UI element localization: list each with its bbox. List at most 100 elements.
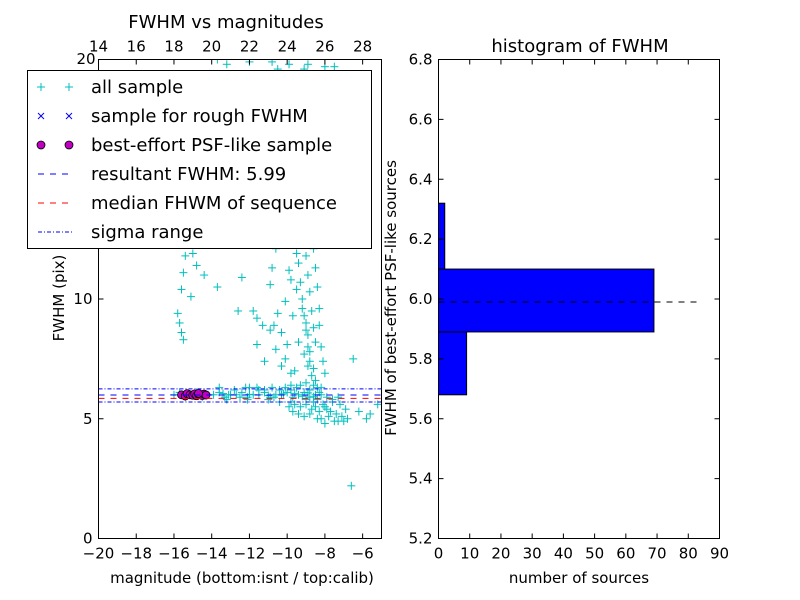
all-sample-point bbox=[266, 326, 275, 335]
legend-entry: all sample bbox=[37, 77, 183, 98]
all-sample-point bbox=[292, 285, 301, 294]
histogram-bar bbox=[438, 202, 446, 270]
scatter-x-label: magnitude (bottom:isnt / top:calib) bbox=[110, 569, 374, 587]
all-sample-point bbox=[237, 273, 246, 282]
all-sample-point bbox=[303, 330, 312, 339]
all-sample-point bbox=[213, 283, 222, 292]
top-tick-label: 24 bbox=[278, 38, 297, 56]
all-sample-point bbox=[300, 412, 309, 421]
all-sample-point bbox=[315, 407, 324, 416]
all-sample-point bbox=[332, 409, 341, 418]
all-sample-point bbox=[322, 393, 331, 402]
all-sample-point bbox=[298, 304, 307, 313]
histogram-y-ticks: 5.2 5.4 5.6 5.8 6.0 6.2 6.4 6.6 6.8 bbox=[409, 51, 720, 548]
x-tick-label: −18 bbox=[120, 545, 152, 563]
x-tick-label: −20 bbox=[83, 545, 115, 563]
all-sample-point bbox=[315, 321, 324, 330]
all-sample-point bbox=[294, 338, 303, 347]
all-sample-point bbox=[311, 402, 320, 411]
all-sample-point bbox=[330, 417, 339, 426]
all-sample-point bbox=[294, 259, 303, 268]
all-sample-point bbox=[269, 393, 278, 402]
all-sample-point bbox=[279, 389, 288, 398]
all-sample-point bbox=[315, 304, 324, 313]
histogram-x-label: number of sources bbox=[509, 569, 649, 587]
all-sample-point bbox=[319, 357, 328, 366]
all-sample-point bbox=[275, 386, 284, 395]
all-sample-point bbox=[230, 386, 239, 395]
all-sample-point bbox=[285, 402, 294, 411]
all-sample-point bbox=[303, 342, 312, 351]
all-sample-point bbox=[300, 311, 309, 320]
all-sample-point bbox=[288, 407, 297, 416]
hist-x-tick-label: 60 bbox=[616, 545, 635, 563]
all-sample-point bbox=[281, 383, 290, 392]
all-sample-point bbox=[300, 350, 309, 359]
all-sample-point bbox=[260, 357, 269, 366]
x-tick-label: −10 bbox=[271, 545, 303, 563]
all-sample-point bbox=[362, 414, 371, 423]
all-sample-point bbox=[311, 263, 320, 272]
hist-y-tick-label: 6.8 bbox=[409, 51, 433, 69]
all-sample-point bbox=[266, 280, 275, 289]
hist-y-tick-label: 6.4 bbox=[409, 170, 433, 188]
all-sample-point bbox=[268, 263, 277, 272]
histogram-title: histogram of FWHM bbox=[491, 36, 668, 57]
legend-entry: resultant FWHM: 5.99 bbox=[38, 164, 286, 185]
hist-x-tick-label: 20 bbox=[491, 545, 510, 563]
legend-label: sample for rough FWHM bbox=[91, 106, 308, 127]
all-sample-point bbox=[186, 292, 195, 301]
top-tick-label: 18 bbox=[164, 38, 183, 56]
legend-entries: all sample sample for rough FWHM best-effo… bbox=[36, 77, 337, 243]
all-sample-point bbox=[330, 62, 339, 71]
top-tick-label: 22 bbox=[240, 38, 259, 56]
scatter-top-ticks: 14 16 18 20 22 24 26 28 bbox=[89, 38, 372, 65]
legend-label: resultant FWHM: 5.99 bbox=[91, 164, 286, 185]
all-sample-point bbox=[320, 369, 329, 378]
all-sample-point bbox=[252, 314, 261, 323]
all-sample-point bbox=[339, 417, 348, 426]
all-sample-point bbox=[311, 376, 320, 385]
all-sample-point bbox=[305, 409, 314, 418]
legend-label: median FHWM of sequence bbox=[91, 193, 337, 214]
all-sample-point bbox=[271, 345, 280, 354]
hist-y-tick-label: 6.2 bbox=[409, 230, 433, 248]
all-sample-point bbox=[294, 409, 303, 418]
legend-label: best-effort PSF-like sample bbox=[91, 135, 332, 156]
all-sample-point bbox=[303, 271, 312, 280]
hist-x-tick-label: 30 bbox=[523, 545, 542, 563]
all-sample-point bbox=[309, 323, 318, 332]
histogram-y-label: FWHM of best-effort PSF-like sources bbox=[382, 160, 400, 436]
top-tick-label: 16 bbox=[127, 38, 146, 56]
all-sample-point bbox=[313, 283, 322, 292]
all-sample-point bbox=[341, 405, 350, 414]
all-sample-point bbox=[179, 268, 188, 277]
hist-x-tick-label: 50 bbox=[585, 545, 604, 563]
hist-x-tick-label: 70 bbox=[648, 545, 667, 563]
all-sample-point bbox=[302, 251, 311, 260]
all-sample-point bbox=[354, 407, 363, 416]
scatter-x-ticks: −20 −18 −16 −14 −12 −10 −8 −6 bbox=[83, 533, 374, 563]
all-sample-point bbox=[298, 295, 307, 303]
top-tick-label: 26 bbox=[315, 38, 334, 56]
all-sample-point bbox=[309, 364, 318, 373]
all-sample-point bbox=[317, 414, 326, 423]
all-sample-point bbox=[298, 392, 307, 401]
all-sample-point bbox=[219, 389, 228, 398]
all-sample-point bbox=[307, 306, 316, 315]
psf-like-point bbox=[194, 388, 203, 398]
all-sample-point bbox=[283, 340, 292, 349]
all-sample-point bbox=[264, 395, 273, 404]
x-tick-label: −14 bbox=[196, 545, 228, 563]
all-sample-point bbox=[222, 60, 231, 69]
all-sample-point bbox=[188, 249, 197, 258]
all-sample-point bbox=[324, 412, 333, 421]
hist-y-tick-label: 6.6 bbox=[409, 110, 433, 128]
all-sample-point bbox=[285, 266, 294, 275]
all-sample-point bbox=[286, 386, 295, 395]
all-sample-point bbox=[213, 59, 222, 64]
all-sample-point bbox=[243, 395, 252, 404]
all-sample-point bbox=[288, 311, 297, 320]
x-tick-label: −8 bbox=[314, 545, 336, 563]
